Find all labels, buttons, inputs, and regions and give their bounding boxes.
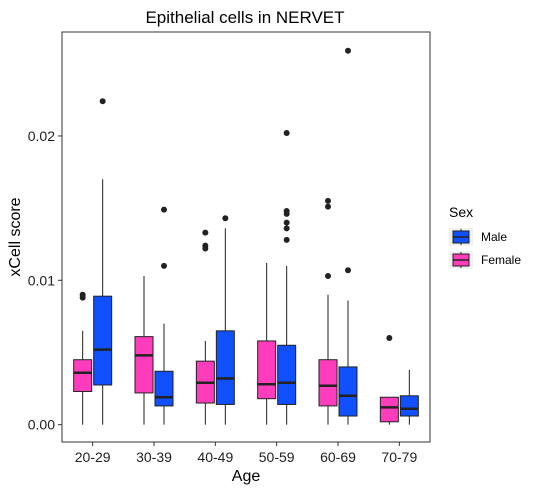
- box-iqr: [318, 359, 338, 407]
- box-female-70-79: [379, 335, 399, 425]
- box-iqr: [277, 344, 297, 405]
- outlier-point: [325, 272, 331, 279]
- box-iqr: [379, 396, 399, 423]
- x-axis: 20-29 30-39 40-49 50-59 60-69 70-79: [75, 442, 417, 465]
- box-female-50-59: [257, 262, 277, 425]
- outlier-point: [222, 215, 229, 222]
- box-iqr: [399, 395, 419, 417]
- box-iqr: [154, 370, 174, 407]
- outlier-point: [283, 219, 290, 226]
- y-axis-title: xCell score: [7, 197, 24, 276]
- y-tick-label: 0.00: [28, 417, 55, 433]
- outlier-point: [283, 236, 290, 243]
- box-male-40-49: [215, 215, 235, 425]
- x-tick-label: 70-79: [381, 449, 417, 465]
- box-iqr: [93, 295, 113, 386]
- x-tick-label: 50-59: [259, 449, 295, 465]
- box-female-40-49: [195, 229, 215, 425]
- legend-title: Sex: [449, 204, 473, 220]
- outlier-point: [202, 229, 209, 236]
- box-female-60-69: [318, 197, 338, 425]
- x-axis-title: Age: [232, 468, 261, 485]
- outlier-point: [161, 262, 167, 269]
- outlier-point: [325, 197, 331, 204]
- outlier-point: [345, 267, 351, 274]
- x-tick-label: 20-29: [75, 449, 111, 465]
- box-male-30-39: [154, 206, 174, 425]
- y-tick-label: 0.02: [28, 128, 55, 144]
- legend: Sex Male Female: [449, 204, 521, 269]
- outlier-point: [99, 98, 106, 105]
- plot-panel: [61, 31, 431, 443]
- box-iqr: [134, 336, 154, 394]
- outlier-point: [283, 130, 290, 137]
- boxplot-marks: [73, 47, 419, 425]
- x-tick-label: 40-49: [197, 449, 233, 465]
- box-iqr: [338, 366, 358, 417]
- legend-label: Male: [481, 230, 507, 244]
- box-male-60-69: [338, 47, 358, 425]
- box-iqr: [73, 359, 93, 392]
- box-male-70-79: [399, 369, 419, 425]
- outlier-point: [345, 47, 351, 54]
- outlier-point: [161, 206, 167, 213]
- legend-key-female: Female: [449, 251, 521, 269]
- y-axis: 0.00 0.01 0.02: [28, 128, 62, 433]
- box-male-50-59: [277, 130, 297, 425]
- legend-label: Female: [481, 253, 521, 267]
- legend-key-male: Male: [449, 228, 507, 246]
- x-tick-label: 30-39: [136, 449, 172, 465]
- outlier-point: [79, 291, 86, 298]
- outlier-point: [283, 225, 290, 232]
- box-iqr: [215, 330, 235, 405]
- chart-title: Epithelial cells in NERVET: [145, 8, 344, 27]
- x-tick-label: 60-69: [320, 449, 356, 465]
- outlier-point: [202, 242, 209, 249]
- box-female-20-29: [73, 291, 93, 425]
- outlier-point: [325, 203, 331, 210]
- box-iqr: [257, 340, 277, 400]
- outlier-point: [283, 208, 290, 215]
- y-tick-label: 0.01: [28, 272, 55, 288]
- box-male-20-29: [93, 98, 113, 425]
- box-female-30-39: [134, 275, 154, 425]
- outlier-point: [386, 335, 393, 342]
